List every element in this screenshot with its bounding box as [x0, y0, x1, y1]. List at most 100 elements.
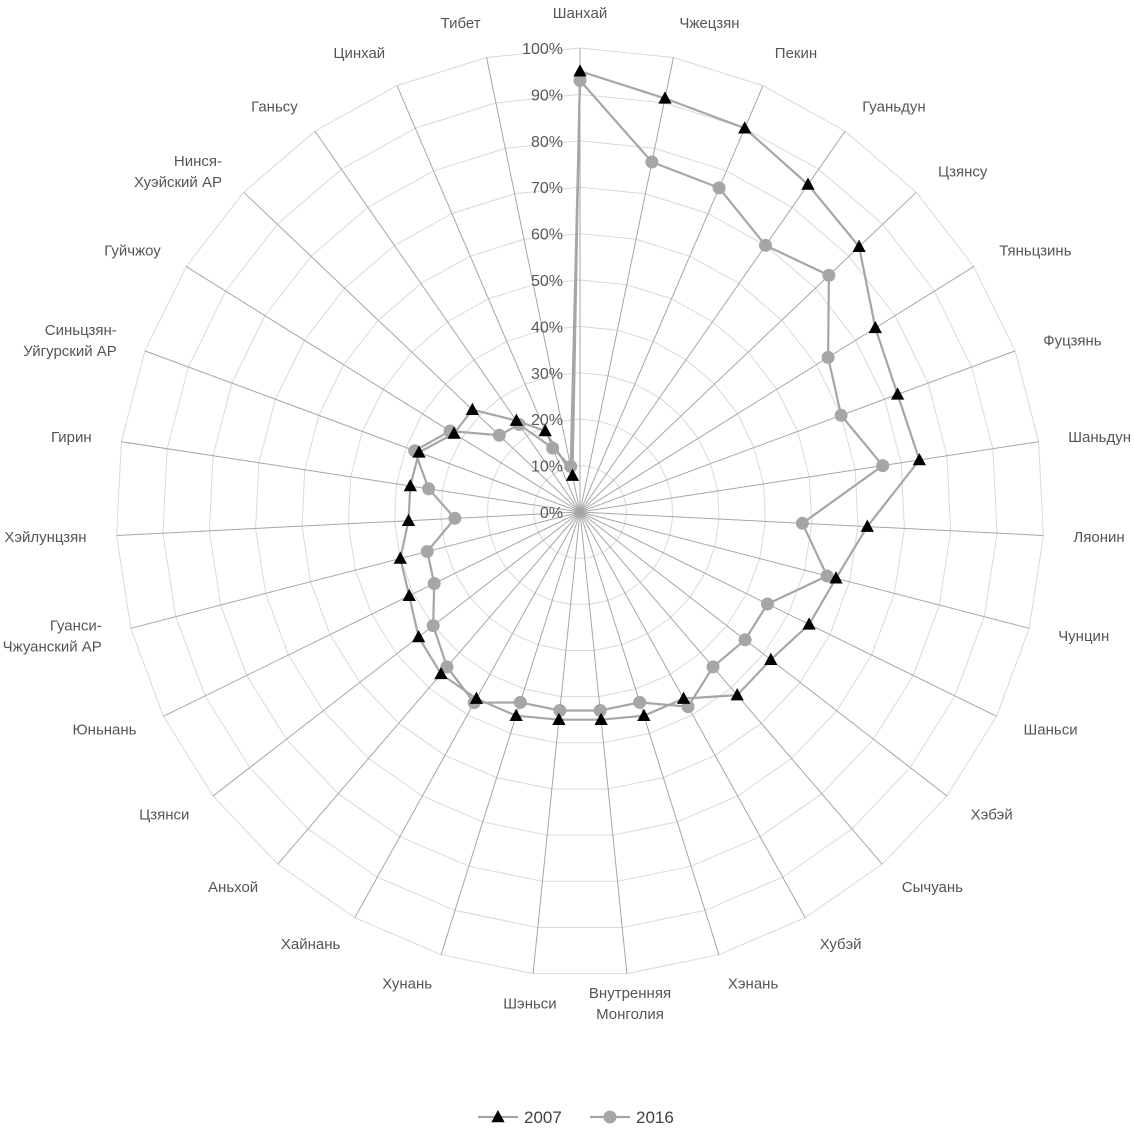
triangle-marker: [890, 387, 905, 400]
grid-ring: [162, 93, 998, 928]
spoke: [130, 511, 581, 629]
circle-marker: [513, 695, 527, 709]
circle-marker: [645, 155, 659, 169]
circle-marker: [795, 516, 809, 530]
category-label-line: Чжуанский АР: [3, 638, 102, 655]
spoke: [532, 511, 581, 974]
spoke: [396, 85, 581, 513]
category-label-line: Хунань: [382, 975, 432, 992]
spoke: [579, 130, 846, 513]
spoke: [212, 511, 581, 797]
tick-label: 50%: [531, 273, 563, 290]
category-label: Хайнань: [281, 936, 341, 953]
category-label-line: Пекин: [775, 45, 817, 62]
tick-label: 80%: [531, 134, 563, 151]
spoke: [579, 266, 975, 513]
triangle-marker: [411, 630, 426, 643]
legend: 2007 2016: [478, 1108, 674, 1127]
triangle-marker: [573, 64, 587, 77]
spoke: [579, 511, 1030, 629]
triangle-marker: [801, 177, 815, 190]
radial-tick-labels: 0% 10% 20% 30% 40% 50% 60% 70% 80% 90% 100%: [522, 41, 563, 522]
category-label: Шанхай: [553, 5, 607, 22]
spoke: [243, 191, 581, 513]
category-label: Шаньси: [1024, 722, 1078, 739]
category-label-line: Шаньси: [1024, 722, 1078, 739]
series-line: [399, 70, 921, 721]
tick-label: 60%: [531, 227, 563, 244]
category-label-line: Тяньцзинь: [999, 243, 1072, 260]
circle-marker: [448, 511, 462, 525]
spoke: [144, 350, 581, 513]
category-label-line: Цзянси: [139, 806, 189, 823]
category-label-line: Цинхай: [333, 45, 385, 62]
category-label-line: Хэйлунцзян: [4, 529, 86, 546]
grid-ring: [486, 418, 674, 605]
radar-spokes: [116, 48, 1044, 974]
spoke: [579, 511, 1044, 536]
spoke: [579, 511, 720, 955]
grid-ring: [440, 372, 720, 651]
triangle-marker: [676, 691, 691, 704]
category-label-line: Шаньдун: [1068, 429, 1131, 446]
triangle-marker: [401, 513, 416, 526]
spoke: [579, 441, 1039, 513]
category-label-line: Сычуань: [902, 879, 963, 896]
category-label: Сычуань: [902, 879, 963, 896]
triangle-marker: [802, 617, 816, 630]
tick-label: 100%: [522, 41, 563, 58]
category-label: Цинхай: [333, 45, 385, 62]
spoke: [579, 511, 628, 974]
tick-label: 90%: [531, 87, 563, 104]
circle-marker: [564, 460, 578, 473]
category-label-line: Чунцин: [1058, 628, 1109, 645]
series-2016: [408, 74, 890, 717]
spoke: [116, 511, 581, 536]
category-label: Гуаньдун: [862, 99, 925, 116]
legend-label: 2007: [524, 1108, 562, 1127]
spoke: [354, 511, 581, 918]
triangle-marker: [730, 688, 744, 701]
category-label: Гуйчжоу: [104, 243, 161, 260]
category-label: Шэньси: [503, 996, 556, 1013]
spoke: [579, 511, 883, 865]
category-label: Цзянсу: [938, 164, 988, 181]
category-label-line: Синьцзян-: [45, 322, 117, 339]
spoke: [579, 350, 1016, 513]
triangle-marker: [552, 712, 566, 725]
category-label-line: Гуанси-: [50, 617, 102, 634]
triangle-marker: [491, 1110, 505, 1123]
category-label-line: Хайнань: [281, 936, 341, 953]
triangle-marker: [852, 239, 866, 252]
category-label-line: Цзянсу: [938, 164, 988, 181]
grid-ring: [116, 47, 1044, 975]
triangle-marker: [393, 551, 407, 564]
circle-marker: [603, 1110, 617, 1124]
spoke: [440, 511, 581, 955]
circle-marker: [553, 704, 567, 717]
grid-ring: [208, 140, 952, 882]
category-label: Шаньдун: [1068, 429, 1131, 446]
spoke: [486, 57, 581, 513]
grid-ring: [533, 465, 627, 559]
category-label: Нинся- Хуэйский АР: [134, 153, 222, 191]
category-label: Хэнань: [728, 975, 779, 992]
triangle-marker: [434, 666, 448, 680]
category-label-line: Чжецзян: [679, 15, 739, 32]
circle-marker: [426, 619, 440, 633]
triangle-marker: [738, 121, 752, 134]
circle-marker: [492, 428, 506, 442]
category-label-line: Гуйчжоу: [104, 243, 161, 260]
legend-item-2007: 2007: [478, 1108, 562, 1127]
series-2007: [393, 64, 927, 725]
spoke: [579, 57, 674, 513]
series-layer: [393, 64, 927, 725]
spoke: [163, 511, 581, 717]
circle-marker: [712, 181, 726, 195]
category-label-line: Ляонин: [1073, 529, 1124, 546]
triangle-marker: [465, 402, 480, 415]
category-label: Хунань: [382, 975, 432, 992]
grid-ring: [255, 186, 905, 836]
triangle-marker: [412, 445, 426, 458]
category-label-line: Аньхой: [208, 879, 258, 896]
